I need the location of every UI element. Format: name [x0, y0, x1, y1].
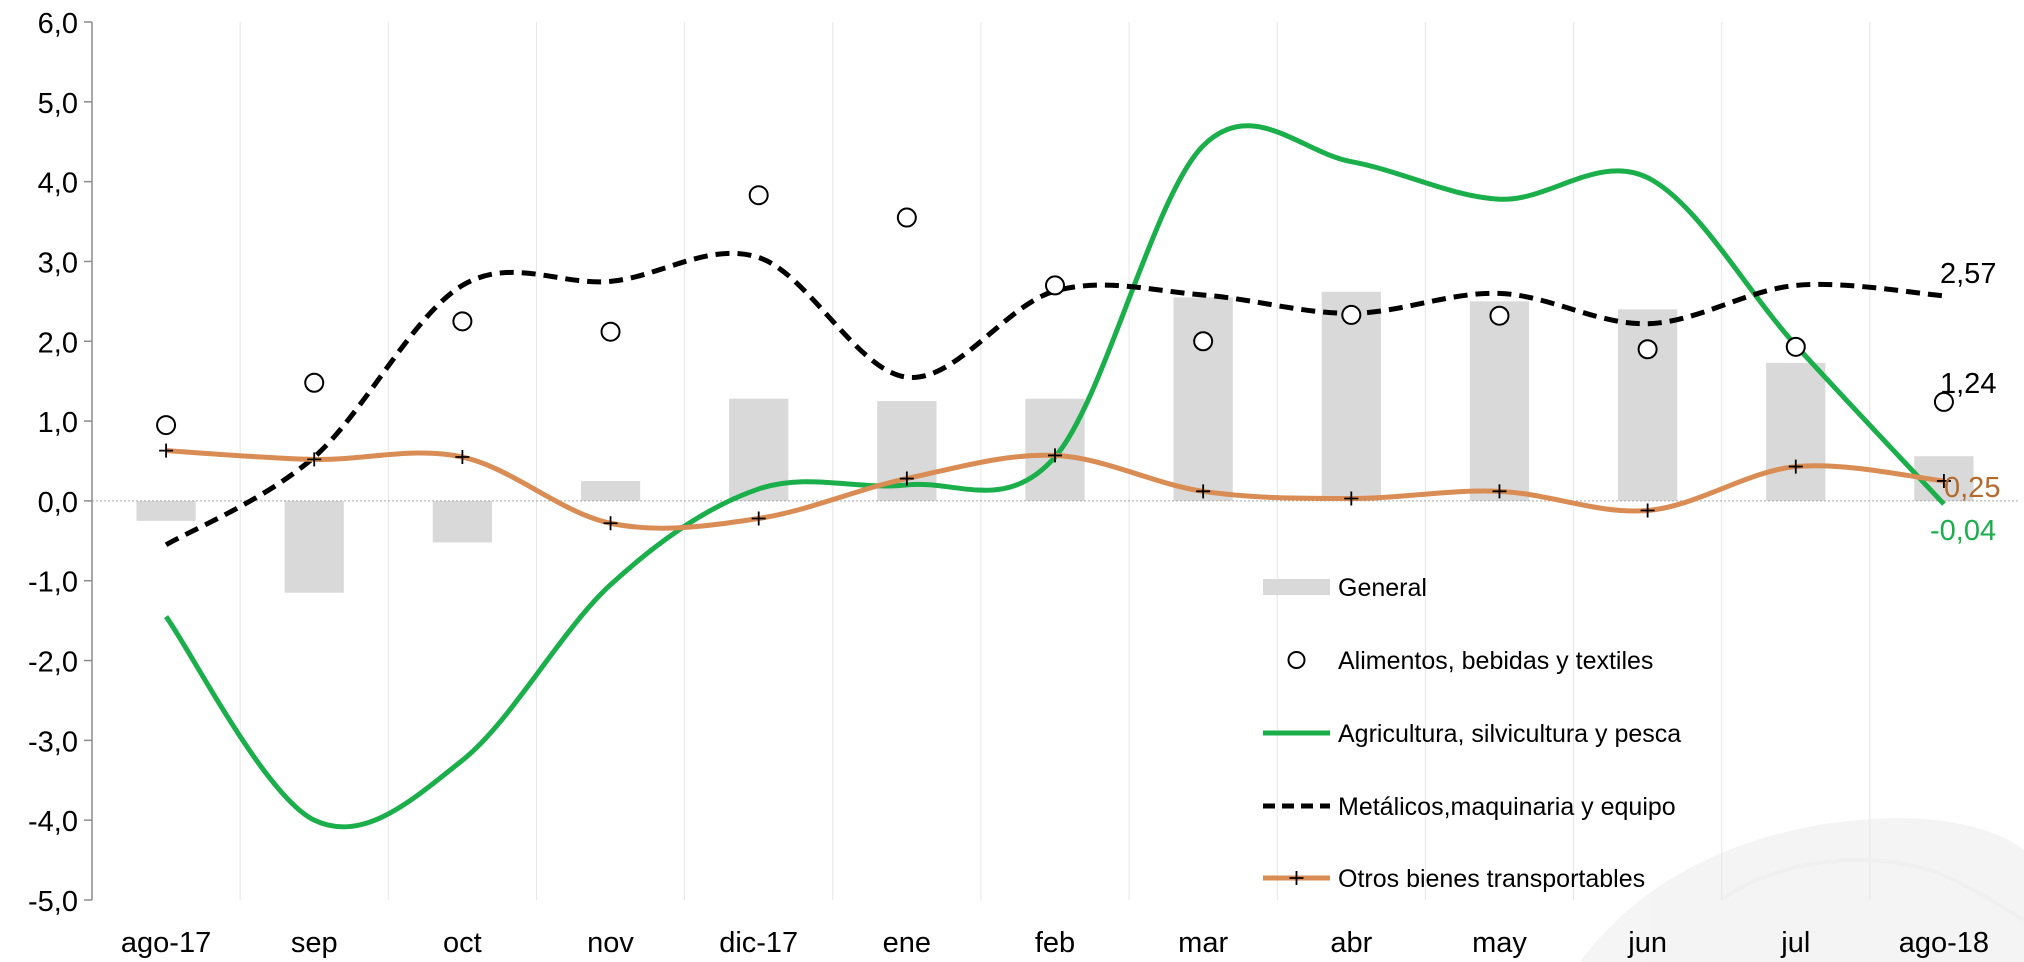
x-tick-label: jun: [1627, 927, 1667, 959]
bar-general: [1173, 297, 1233, 501]
x-tick-label: sep: [291, 927, 338, 959]
bar-general: [580, 480, 641, 501]
legend-label-metalicos-maquinaria-y-equipo: Metálicos,maquinaria y equipo: [1338, 793, 1676, 821]
point-alimentos-bebidas-y-textiles: [600, 321, 621, 342]
bar-general: [284, 500, 344, 593]
y-tick-label: -5,0: [28, 886, 78, 918]
gridlines: [239, 22, 1871, 900]
y-tick-label: 2,0: [38, 327, 78, 359]
bar-general: [1321, 291, 1381, 501]
marker-otros-bienes-transportables: [1936, 473, 1951, 488]
marker-otros-bienes-transportables: [455, 450, 470, 465]
y-tick-label: 5,0: [38, 88, 78, 120]
line-agricultura-silvicultura-y-pesca: [164, 123, 1946, 830]
bar-general: [1469, 301, 1530, 501]
end-label-alimentos-bebidas-y-textiles: 1,24: [1940, 368, 1996, 400]
marker-otros-bienes-transportables: [1344, 491, 1359, 506]
line-metalicos-maquinaria-y-equipo: [164, 250, 1945, 547]
watermark-emblem: [1580, 818, 2024, 962]
point-alimentos-bebidas-y-textiles: [1193, 331, 1214, 352]
point-alimentos-bebidas-y-textiles: [1045, 275, 1065, 296]
legend-swatch-alimentos-bebidas-y-textiles: [1287, 651, 1306, 669]
x-tick-label: ene: [883, 927, 931, 959]
point-alimentos-bebidas-y-textiles: [1489, 305, 1510, 326]
legend-marker-otros-bienes-transportables: [1289, 871, 1304, 885]
point-alimentos-bebidas-y-textiles: [156, 415, 177, 436]
legend-swatch-general: [1263, 579, 1330, 595]
marker-otros-bienes-transportables: [1492, 484, 1507, 499]
x-tick-label: ago-17: [121, 927, 211, 959]
y-tick-label: 6,0: [38, 8, 78, 40]
x-tick-label: dic-17: [719, 927, 798, 959]
x-tick-label: nov: [587, 927, 634, 959]
point-alimentos-bebidas-y-textiles: [748, 185, 769, 206]
x-tick-label: oct: [443, 927, 482, 959]
marker-otros-bienes-transportables: [1196, 484, 1211, 499]
point-alimentos-bebidas-y-textiles: [1637, 339, 1658, 360]
y-tick-label: 1,0: [38, 407, 78, 439]
legend-label-agricultura-silvicultura-y-pesca: Agricultura, silvicultura y pesca: [1338, 720, 1681, 748]
series-markers: [156, 185, 1954, 531]
point-alimentos-bebidas-y-textiles: [1785, 336, 1806, 357]
x-tick-label: abr: [1330, 927, 1372, 959]
bars-general: [136, 291, 1974, 593]
marker-otros-bienes-transportables: [1640, 503, 1655, 518]
legend: General Alimentos, bebidas y textiles Agri…: [1263, 574, 1681, 893]
marker-otros-bienes-transportables: [1048, 448, 1062, 463]
legend-label-alimentos-bebidas-y-textiles: Alimentos, bebidas y textiles: [1338, 647, 1653, 675]
marker-otros-bienes-transportables: [159, 443, 174, 458]
bar-general: [432, 500, 493, 543]
point-alimentos-bebidas-y-textiles: [1933, 391, 1954, 412]
legend-label-general: General: [1338, 574, 1427, 602]
marker-otros-bienes-transportables: [307, 452, 322, 467]
legend-label-otros-bienes-transportables: Otros bienes transportables: [1338, 865, 1645, 893]
y-tick-label: 3,0: [38, 247, 78, 279]
y-tick-label: 4,0: [38, 168, 78, 200]
bar-general: [136, 500, 196, 521]
x-tick-label: mar: [1178, 927, 1228, 959]
y-axis-labels: -5,0 -4,0 -3,0 -2,0 -1,0 0,0 1,0 2,0 3,0 4,0 5,0 6,…: [28, 8, 78, 918]
end-label-metalicos-maquinaria-y-equipo: 2,57: [1940, 258, 1996, 290]
point-alimentos-bebidas-y-textiles: [896, 207, 917, 228]
point-alimentos-bebidas-y-textiles: [1341, 304, 1362, 325]
bar-general: [1617, 309, 1678, 501]
y-tick-label: -4,0: [28, 806, 78, 838]
x-tick-label: may: [1472, 927, 1527, 959]
y-tick-label: -2,0: [28, 647, 78, 679]
y-tick-label: -1,0: [28, 567, 78, 599]
y-tick-label: 0,0: [38, 487, 78, 519]
marker-otros-bienes-transportables: [603, 516, 618, 531]
x-tick-label: feb: [1035, 927, 1075, 959]
x-tick-label: jul: [1780, 927, 1810, 959]
bar-general: [1766, 362, 1826, 501]
x-axis-labels: ago-17 sep oct nov dic-17 ene feb mar abr may jun j…: [121, 927, 1989, 959]
point-alimentos-bebidas-y-textiles: [304, 372, 325, 393]
x-tick-label: ago-18: [1899, 927, 1989, 959]
end-value-labels: 2,57 1,24 0,25 -0,04: [1930, 258, 2000, 547]
point-alimentos-bebidas-y-textiles: [452, 311, 473, 332]
end-label-agricultura-silvicultura-y-pesca: -0,04: [1930, 515, 1996, 547]
marker-otros-bienes-transportables: [899, 471, 914, 486]
marker-otros-bienes-transportables: [1788, 459, 1803, 474]
marker-otros-bienes-transportables: [751, 511, 766, 526]
y-tick-label: -3,0: [28, 726, 78, 758]
end-label-otros-bienes-transportables: 0,25: [1944, 472, 2000, 504]
